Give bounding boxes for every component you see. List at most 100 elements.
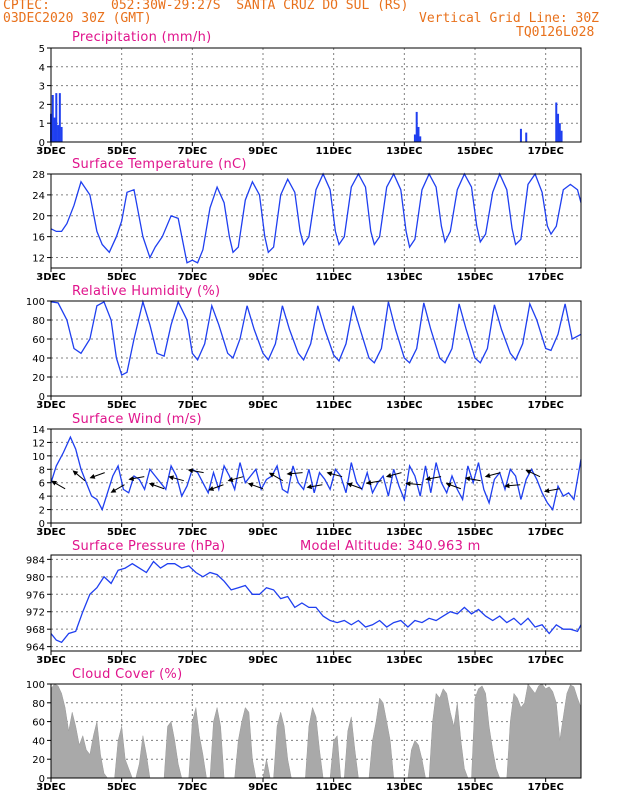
precip-bar (60, 126, 63, 142)
wind-arrow-head (484, 473, 491, 478)
pressure-xtick-label: 3DEC (36, 655, 65, 666)
precip-ytick-label: 3 (39, 82, 45, 93)
rh-xtick-label: 5DEC (107, 400, 136, 411)
cloud-title: Cloud Cover (%) (72, 667, 182, 682)
cloud-ytick-label: 0 (39, 774, 45, 785)
wind-xtick-label: 13DEC (386, 527, 422, 538)
pressure-ytick-label: 984 (26, 555, 45, 566)
precip-bar (560, 130, 563, 142)
temp-panel: 12 16 20 24 28 3DEC 5DEC 7DEC 9DEC 11DEC 13DEC 15DE… (32, 157, 582, 283)
wind-arrow-head (286, 471, 292, 477)
precip-bar (55, 93, 58, 142)
precip-ytick-label: 2 (39, 100, 45, 111)
rh-ytick-label: 80 (32, 316, 45, 327)
rh-ytick-label: 60 (32, 335, 45, 346)
wind-arrow-head (89, 473, 96, 479)
pressure-xtick-label: 17DEC (527, 655, 563, 666)
precip-bar (415, 111, 418, 142)
pressure-ytick-label: 972 (26, 608, 45, 619)
precip-bar (58, 93, 61, 142)
rh-xtick-label: 15DEC (457, 400, 493, 411)
temp-xtick-label: 13DEC (386, 272, 422, 283)
temp-xtick-label: 15DEC (457, 272, 493, 283)
precip-panel: 0 1 2 3 4 5 3DEC 5DEC 7DEC 9DEC 11DEC 13DEC 15DEC 17D… (36, 30, 582, 157)
precip-ytick-label: 5 (39, 44, 45, 55)
cloud-ytick-label: 40 (32, 736, 45, 747)
precip-xtick-label: 5DEC (107, 146, 136, 157)
wind-arrow-head (110, 487, 117, 493)
wind-xtick-label: 9DEC (248, 527, 277, 538)
precip-ytick-label: 1 (39, 119, 45, 130)
pressure-title: Surface Pressure (hPa) (72, 539, 226, 554)
wind-arrow-head (326, 471, 333, 477)
wind-xtick-label: 15DEC (457, 527, 493, 538)
cloud-ytick-label: 80 (32, 699, 45, 710)
pressure-xtick-label: 5DEC (107, 655, 136, 666)
wind-arrow-head (72, 470, 79, 476)
temp-ytick-label: 20 (32, 212, 45, 223)
precip-xtick-label: 7DEC (178, 146, 207, 157)
pressure-ytick-label: 964 (26, 643, 45, 654)
cloud-ytick-label: 100 (26, 680, 45, 691)
cloud-xtick-label: 9DEC (248, 782, 277, 793)
temp-ytick-label: 16 (32, 233, 45, 244)
cloud-xtick-label: 17DEC (527, 782, 563, 793)
wind-xtick-label: 3DEC (36, 527, 65, 538)
temp-ytick-label: 24 (32, 191, 45, 202)
rh-ytick-label: 40 (32, 354, 45, 365)
cloud-panel: 0 20 40 60 80 100 3DEC 5DEC 7DEC 9DEC 11DEC 13DEC 15… (26, 667, 582, 793)
header-source-label: CPTEC: (3, 0, 50, 13)
temp-xtick-label: 7DEC (178, 272, 207, 283)
cloud-frame (50, 683, 582, 779)
header-grid-note: Vertical Grid Line: 30Z (419, 11, 600, 26)
precip-ytick-label: 4 (39, 63, 45, 74)
pressure-xtick-label: 11DEC (315, 655, 351, 666)
cloud-xtick-label: 13DEC (386, 782, 422, 793)
precip-bar (525, 132, 528, 142)
temp-ytick-label: 28 (32, 170, 45, 181)
temp-series-line (50, 172, 582, 264)
rh-xtick-label: 13DEC (386, 400, 422, 411)
pressure-ytick-label: 976 (26, 590, 45, 601)
wind-ytick-label: 6 (39, 479, 45, 490)
wind-panel: 0 2 4 6 8 10 12 14 3DEC 5DEC 7DEC 9DEC 11DEC 13DEC 15D… (32, 412, 582, 538)
wind-arrow-head (168, 475, 174, 481)
temp-xtick-label: 9DEC (248, 272, 277, 283)
rh-panel: 0 20 40 60 80 100 3DEC 5DEC 7DEC 9DEC 11DEC 13DEC 15… (26, 284, 582, 411)
rh-xtick-label: 11DEC (315, 400, 351, 411)
wind-arrow-head (525, 469, 532, 475)
wind-arrow-head (425, 476, 431, 482)
temp-xtick-label: 17DEC (527, 272, 563, 283)
wind-arrow-head (247, 482, 254, 488)
precip-bar (519, 128, 522, 142)
wind-arrow-head (504, 483, 510, 489)
precip-bar (57, 125, 60, 142)
precip-title: Precipitation (mm/h) (72, 30, 211, 45)
cloud-ytick-label: 20 (32, 755, 45, 766)
temp-xtick-label: 3DEC (36, 272, 65, 283)
wind-arrow-head (187, 468, 194, 474)
wind-arrow-head (148, 482, 155, 488)
wind-arrow-head (385, 473, 392, 478)
wind-ytick-label: 10 (32, 452, 45, 463)
wind-arrow-head (268, 472, 275, 478)
pressure-annotation: Model Altitude: 340.963 m (300, 539, 481, 554)
pressure-ytick-label: 968 (26, 625, 45, 636)
wind-ytick-label: 4 (39, 492, 45, 503)
precip-xtick-label: 13DEC (386, 146, 422, 157)
pressure-xtick-label: 7DEC (178, 655, 207, 666)
pressure-ytick-label: 980 (26, 573, 45, 584)
wind-arrow-head (306, 484, 313, 490)
wind-title: Surface Wind (m/s) (72, 412, 202, 427)
rh-xtick-label: 17DEC (527, 400, 563, 411)
temp-ytick-label: 12 (32, 254, 45, 265)
temp-frame (50, 173, 582, 269)
wind-arrow-head (51, 480, 57, 486)
precip-bar (557, 113, 560, 142)
wind-arrow-head (128, 476, 134, 482)
precip-bar (555, 102, 558, 142)
wind-ytick-label: 8 (39, 465, 45, 476)
wind-ytick-label: 12 (32, 438, 45, 449)
cloud-ytick-label: 60 (32, 718, 45, 729)
temp-xtick-label: 5DEC (107, 272, 136, 283)
